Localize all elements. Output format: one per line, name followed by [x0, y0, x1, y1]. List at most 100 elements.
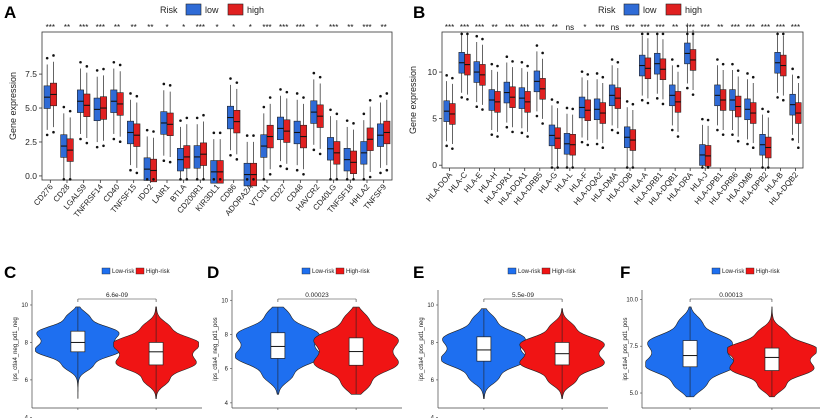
panel-b-significance: ***	[445, 23, 454, 32]
panel-label-a: A	[4, 3, 16, 22]
panel-d-pvalue: 0.00023	[305, 292, 329, 299]
panel-a-legend-high: high	[247, 5, 264, 15]
panel-a-outlier	[302, 96, 305, 99]
panel-b-outlier	[505, 125, 509, 129]
panel-b-outlier	[616, 61, 620, 64]
panel-b-outlier	[586, 143, 590, 147]
panel-d-ylabel: ips_ctla4_neg_pd1_pos	[213, 317, 219, 380]
panel-a-legend-swatch-high	[227, 3, 244, 16]
panel-b-significance: ***	[701, 23, 710, 32]
panel-b-significance: ***	[595, 23, 604, 32]
panel-b-significance: ***	[731, 23, 740, 32]
panel-a-significance: ***	[79, 23, 88, 32]
panel-d-ytick-label: 6	[225, 367, 229, 373]
panel-b-significance: ***	[520, 23, 529, 32]
panel-a-outlier	[229, 153, 232, 157]
panel-d-violin-box	[270, 332, 286, 359]
panel-a-outlier	[118, 63, 122, 67]
panel-b-significance: ***	[625, 23, 634, 32]
panel-b-outlier	[640, 98, 644, 102]
panel-f-ytick-label: 7.5	[630, 344, 639, 350]
panel-b-outlier	[526, 135, 529, 138]
panel-b-outlier	[670, 58, 674, 61]
panel-a-significance: *	[315, 23, 318, 32]
panel-d-legend-swatch-high	[335, 267, 345, 275]
panel-b-outlier	[776, 96, 779, 99]
panel-d-legend-low: Low-risk	[312, 269, 335, 275]
panel-b-outlier	[701, 166, 704, 169]
panel-b-outlier	[595, 72, 599, 75]
panel-b-outlier	[631, 166, 635, 169]
panel-a-legend-title: Risk	[160, 5, 178, 15]
panel-d-legend-swatch-low	[301, 267, 311, 275]
panel-a-outlier	[245, 134, 249, 137]
panel-b-outlier	[676, 135, 680, 138]
panel-b-outlier	[706, 118, 710, 122]
panel-a-outlier	[112, 60, 116, 64]
panel-b-outlier	[661, 32, 665, 36]
panel-c-ytick-label: 10	[21, 303, 28, 309]
panel-label-c: C	[4, 263, 16, 282]
panel-b-legend-low: low	[643, 5, 657, 15]
panel-d-ytick-label: 4	[225, 401, 229, 407]
panel-label-b: B	[413, 3, 425, 22]
panel-e-ytick-label: 10	[427, 303, 434, 309]
panel-a-outlier	[212, 131, 216, 135]
panel-b-outlier	[686, 32, 689, 36]
panel-b-significance: ***	[475, 23, 484, 32]
panel-b-outlier	[481, 37, 484, 41]
panel-a-outlier	[129, 168, 132, 172]
panel-f-ytick-label: 5.0	[630, 391, 639, 397]
panel-b-outlier	[625, 166, 629, 169]
panel-b-outlier	[511, 60, 514, 63]
panel-a-significance: **	[114, 23, 120, 32]
panel-label-e: E	[413, 263, 424, 282]
panel-b-outlier	[761, 166, 764, 169]
panel-a-outlier	[345, 178, 349, 181]
panel-a-outlier	[252, 178, 255, 181]
panel-b-significance: ***	[761, 23, 770, 32]
panel-a-outlier	[262, 178, 266, 181]
panel-f-violin-box	[682, 340, 698, 368]
panel-a-significance: ***	[46, 23, 55, 32]
panel-c-violin-box	[70, 330, 86, 353]
panel-e-legend-low: Low-risk	[518, 269, 541, 275]
panel-b-significance: **	[492, 23, 498, 32]
panel-b-frame	[441, 31, 804, 169]
panel-f-violin-box	[764, 347, 780, 371]
panel-b-outlier	[460, 32, 464, 36]
panel-c-ytick-label: 8	[25, 340, 29, 346]
panel-b-outlier	[460, 96, 464, 99]
panel-b-outlier	[686, 86, 689, 90]
panel-f-legend-low: Low-risk	[722, 269, 745, 275]
panel-a-significance: **	[147, 23, 153, 32]
panel-a-outlier	[79, 60, 82, 64]
panel-a-outlier	[52, 130, 55, 134]
panel-b-outlier	[580, 70, 584, 73]
panel-a-outlier	[52, 54, 55, 57]
panel-a-significance: ***	[196, 23, 205, 32]
panel-b-outlier	[761, 107, 764, 111]
panel-b-outlier	[601, 75, 605, 79]
panel-a-outlier	[162, 82, 166, 86]
panel-b-outlier	[535, 114, 539, 118]
panel-b-outlier	[716, 58, 719, 61]
panel-a-outlier	[102, 144, 105, 148]
panel-b-outlier	[586, 73, 590, 76]
panel-a-outlier	[45, 56, 49, 60]
panel-b-outlier	[556, 101, 559, 104]
panel-e-legend-swatch-low	[507, 267, 517, 275]
panel-b-outlier	[565, 166, 569, 169]
panel-b-significance: ns	[566, 23, 574, 32]
panel-b-legend-title: Risk	[598, 5, 616, 15]
panel-a-outlier	[285, 167, 289, 171]
panel-b-outlier	[655, 32, 659, 36]
panel-a-outlier	[385, 92, 389, 95]
panel-b-outlier	[701, 117, 704, 121]
panel-a-significance: ***	[296, 23, 305, 32]
panel-e-legend-swatch-high	[541, 267, 551, 275]
panel-a-outlier	[95, 69, 99, 72]
panel-a-legend-low: low	[205, 5, 219, 15]
panel-b-outlier	[550, 98, 554, 101]
panel-e-ytick-label: 8	[431, 340, 435, 346]
